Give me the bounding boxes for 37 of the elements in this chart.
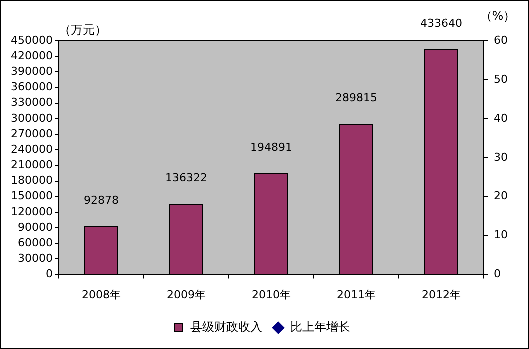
- data-label: 92878: [84, 194, 119, 207]
- y-tick-label: 450000: [10, 34, 53, 47]
- x-tick-label: 2009年: [166, 288, 206, 302]
- y-tick-label: 360000: [10, 80, 53, 94]
- y2-tick-label: 60: [494, 34, 508, 47]
- y-tick-label: 180000: [10, 174, 53, 188]
- y2-tick-label: 40: [494, 112, 508, 125]
- y-tick-label: 30000: [18, 252, 53, 266]
- legend-label: 县级财政收入: [190, 320, 262, 334]
- data-label: 194891: [250, 140, 292, 154]
- y-axis-title: （万元）: [58, 23, 107, 38]
- legend-label: 比上年增长: [290, 320, 350, 334]
- y-tick-label: 420000: [10, 49, 53, 62]
- y-tick-label: 210000: [10, 158, 53, 172]
- y-tick-label: 90000: [18, 220, 53, 234]
- y2-axis-title: （%）: [480, 9, 516, 24]
- y2-tick-label: 20: [494, 190, 508, 203]
- data-label: 136322: [165, 171, 208, 184]
- x-tick-label: 2010年: [252, 288, 291, 302]
- x-tick-label: 2008年: [82, 288, 121, 302]
- y-tick-label: 240000: [10, 142, 53, 156]
- y-tick-label: 120000: [10, 205, 53, 218]
- y-tick-label: 60000: [18, 236, 53, 250]
- y-tick-label: 390000: [10, 65, 53, 78]
- y2-tick-label: 10: [494, 228, 508, 242]
- y2-tick-label: 0: [494, 268, 502, 281]
- x-tick-label: 2012年: [422, 288, 461, 302]
- y-tick-label: 0: [46, 268, 53, 281]
- y2-tick-label: 30: [494, 150, 508, 164]
- y-tick-label: 270000: [10, 127, 53, 140]
- data-label: 289815: [336, 92, 378, 105]
- y-tick-label: 300000: [10, 112, 53, 125]
- y-tick-label: 330000: [10, 96, 53, 110]
- y-tick-label: 150000: [10, 190, 53, 203]
- x-tick-label: 2011年: [337, 288, 376, 302]
- data-label: 433640: [420, 16, 462, 30]
- y2-tick-label: 50: [494, 72, 508, 86]
